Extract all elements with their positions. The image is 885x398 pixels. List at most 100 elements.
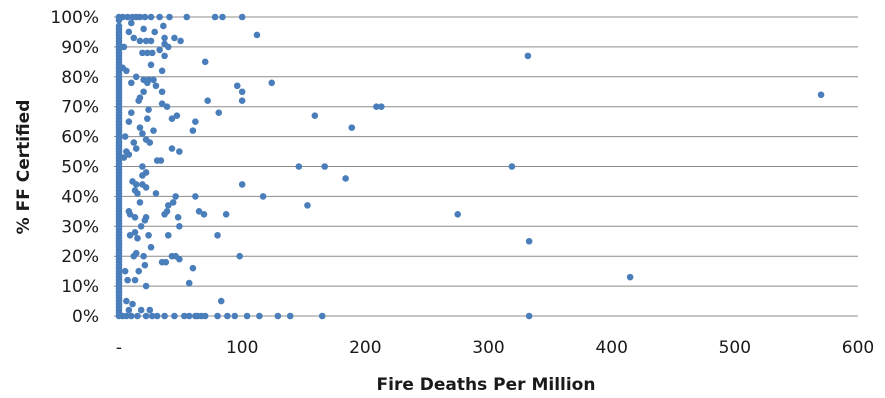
- data-point: [231, 312, 239, 320]
- data-point: [141, 261, 149, 269]
- data-point: [817, 91, 825, 99]
- data-point: [161, 34, 168, 42]
- data-point: [137, 306, 145, 314]
- data-point: [238, 88, 246, 96]
- data-point: [139, 49, 146, 57]
- data-point: [171, 34, 178, 42]
- data-point: [164, 231, 172, 239]
- data-point: [189, 127, 197, 134]
- data-point: [233, 82, 241, 90]
- data-point: [156, 13, 163, 21]
- data-point: [136, 199, 144, 206]
- data-point: [161, 52, 168, 60]
- data-point: [157, 157, 165, 164]
- data-point: [176, 148, 183, 155]
- y-tick-label: 90%: [61, 38, 99, 58]
- x-tick-label: 600: [842, 338, 874, 358]
- data-point: [268, 79, 276, 87]
- data-point: [125, 118, 133, 125]
- data-point: [158, 88, 166, 96]
- data-point: [130, 252, 138, 260]
- data-point: [342, 175, 349, 182]
- data-point: [128, 79, 135, 87]
- data-point: [253, 31, 261, 39]
- data-point: [185, 312, 193, 320]
- data-point: [124, 276, 131, 284]
- data-point: [135, 97, 143, 105]
- data-point: [123, 297, 130, 305]
- data-point: [286, 312, 294, 320]
- data-point: [304, 202, 311, 209]
- data-point: [166, 13, 173, 21]
- data-point: [373, 103, 380, 110]
- data-point: [136, 37, 144, 45]
- data-point: [173, 112, 181, 119]
- data-point: [200, 211, 208, 218]
- data-point: [256, 312, 263, 320]
- y-tick-label: 50%: [61, 158, 99, 178]
- data-point: [158, 258, 166, 266]
- data-point: [147, 37, 155, 45]
- data-point: [259, 193, 267, 200]
- data-point: [135, 267, 143, 275]
- data-point: [128, 312, 135, 320]
- x-tick-labels: - 100 200 300 400 500 600: [116, 338, 874, 358]
- data-point: [168, 145, 176, 152]
- data-point: [243, 312, 251, 320]
- data-point: [318, 312, 326, 320]
- data-point: [295, 163, 303, 170]
- data-point: [189, 264, 197, 272]
- data-point: [128, 109, 135, 116]
- data-point: [508, 163, 516, 170]
- data-point: [125, 28, 133, 36]
- x-tick-label: 100: [226, 338, 258, 358]
- data-point: [626, 273, 634, 281]
- data-point: [134, 190, 141, 197]
- data-point: [150, 127, 157, 134]
- data-point: [153, 312, 161, 320]
- data-point: [126, 231, 134, 239]
- data-point: [274, 312, 282, 320]
- data-point: [169, 199, 177, 206]
- y-tick-labels: 0% 10% 20% 30% 40% 50% 60% 70% 80% 90% 100%: [50, 8, 99, 327]
- data-point: [121, 133, 129, 140]
- data-point: [201, 58, 209, 66]
- data-point: [136, 13, 144, 21]
- data-point: [148, 49, 156, 57]
- data-point: [174, 214, 182, 221]
- data-point: [222, 211, 230, 218]
- data-point: [147, 243, 155, 251]
- data-point: [140, 252, 147, 260]
- data-point: [134, 234, 141, 242]
- data-point: [131, 228, 139, 236]
- data-points: [115, 13, 825, 320]
- data-point: [454, 211, 462, 218]
- data-point: [141, 217, 149, 224]
- data-point: [215, 109, 223, 116]
- data-point: [204, 97, 211, 105]
- x-axis-title: Fire Deaths Per Million: [377, 375, 596, 395]
- data-point: [123, 312, 130, 320]
- data-point: [125, 306, 133, 314]
- y-tick-label: 0%: [72, 307, 99, 327]
- y-tick-label: 100%: [50, 8, 99, 28]
- data-point: [121, 267, 129, 275]
- x-tick-label: 200: [349, 338, 381, 358]
- data-point: [348, 124, 356, 131]
- data-point: [152, 190, 160, 197]
- data-point: [214, 231, 221, 239]
- data-point: [148, 312, 156, 320]
- data-point: [158, 67, 166, 75]
- x-tick-label: -: [116, 338, 122, 358]
- data-point: [524, 52, 532, 60]
- data-point: [144, 115, 151, 122]
- data-point: [146, 306, 154, 314]
- data-point: [311, 112, 319, 119]
- data-point: [120, 154, 128, 161]
- data-point: [134, 312, 141, 320]
- data-point: [145, 106, 152, 113]
- data-point: [139, 172, 146, 179]
- data-point: [160, 22, 167, 30]
- data-point: [141, 13, 149, 21]
